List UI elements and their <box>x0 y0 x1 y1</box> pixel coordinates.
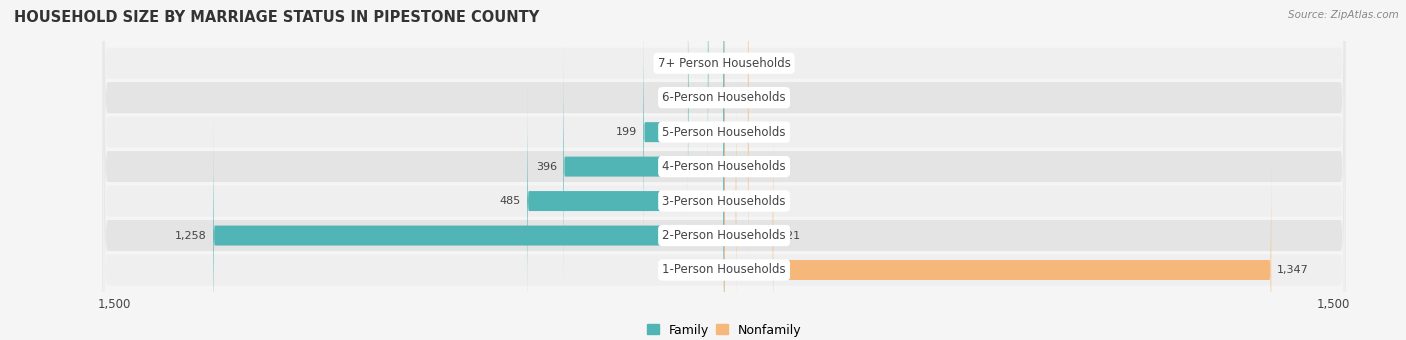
FancyBboxPatch shape <box>724 39 748 294</box>
Text: 1,347: 1,347 <box>1277 265 1309 275</box>
Text: 199: 199 <box>616 127 637 137</box>
FancyBboxPatch shape <box>688 0 724 225</box>
FancyBboxPatch shape <box>103 0 1346 340</box>
Text: 2-Person Households: 2-Person Households <box>662 229 786 242</box>
Text: HOUSEHOLD SIZE BY MARRIAGE STATUS IN PIPESTONE COUNTY: HOUSEHOLD SIZE BY MARRIAGE STATUS IN PIP… <box>14 10 540 25</box>
Text: 396: 396 <box>536 162 557 172</box>
Text: 40: 40 <box>688 58 702 68</box>
FancyBboxPatch shape <box>527 73 724 329</box>
Text: 3-Person Households: 3-Person Households <box>662 194 786 207</box>
Text: 121: 121 <box>779 231 800 240</box>
FancyBboxPatch shape <box>724 142 1271 340</box>
Text: 0: 0 <box>755 58 762 68</box>
FancyBboxPatch shape <box>724 0 748 225</box>
Text: Source: ZipAtlas.com: Source: ZipAtlas.com <box>1288 10 1399 20</box>
FancyBboxPatch shape <box>103 0 1346 340</box>
Text: 7+ Person Households: 7+ Person Households <box>658 57 790 70</box>
Text: 30: 30 <box>742 196 756 206</box>
FancyBboxPatch shape <box>724 73 737 329</box>
FancyBboxPatch shape <box>103 0 1346 340</box>
Text: 6-Person Households: 6-Person Households <box>662 91 786 104</box>
Text: 5-Person Households: 5-Person Households <box>662 126 786 139</box>
Text: 0: 0 <box>755 162 762 172</box>
FancyBboxPatch shape <box>724 108 773 340</box>
FancyBboxPatch shape <box>724 4 748 260</box>
FancyBboxPatch shape <box>724 0 748 191</box>
FancyBboxPatch shape <box>103 0 1346 340</box>
FancyBboxPatch shape <box>707 0 724 191</box>
Text: 1,258: 1,258 <box>176 231 207 240</box>
FancyBboxPatch shape <box>214 108 724 340</box>
Text: 485: 485 <box>499 196 522 206</box>
Text: 0: 0 <box>755 127 762 137</box>
Text: 0: 0 <box>755 93 762 103</box>
FancyBboxPatch shape <box>103 0 1346 340</box>
FancyBboxPatch shape <box>564 39 724 294</box>
Text: 89: 89 <box>668 93 682 103</box>
FancyBboxPatch shape <box>103 0 1346 340</box>
FancyBboxPatch shape <box>644 4 724 260</box>
FancyBboxPatch shape <box>103 0 1346 340</box>
Legend: Family, Nonfamily: Family, Nonfamily <box>641 319 807 340</box>
Text: 4-Person Households: 4-Person Households <box>662 160 786 173</box>
Text: 1-Person Households: 1-Person Households <box>662 264 786 276</box>
